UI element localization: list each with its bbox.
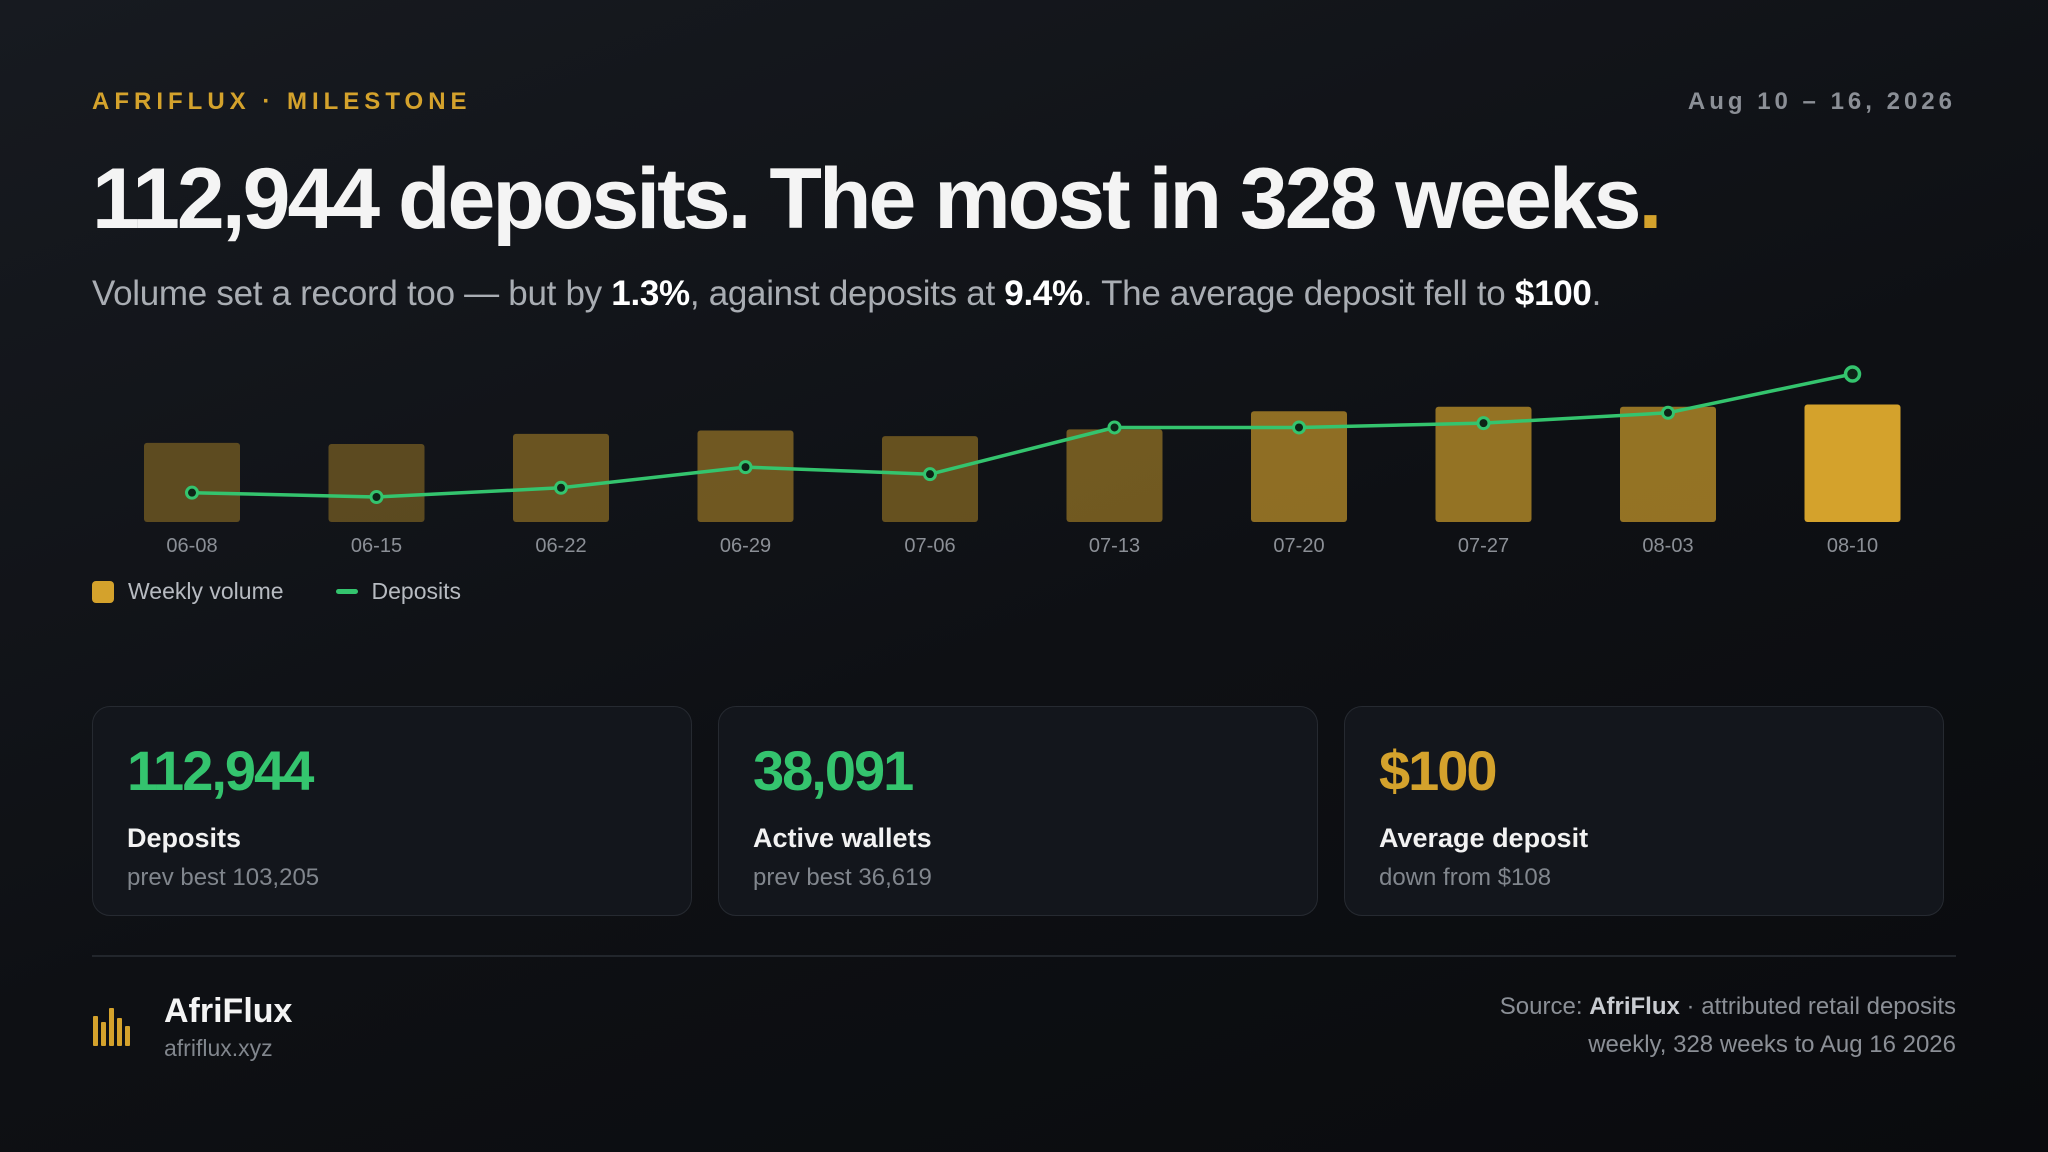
- bar-chart-logo-icon: [93, 1008, 130, 1046]
- x-tick-label: 08-10: [1827, 535, 1878, 557]
- stat-value-deposits: 112,944: [127, 739, 314, 802]
- stat-label-active-wallets: Active wallets: [753, 823, 932, 853]
- deposits-point-07-06: [923, 467, 937, 482]
- deposits-point-06-08: [185, 485, 199, 500]
- bar-07-27: [1435, 406, 1532, 522]
- subline-text-2: , against deposits at: [689, 274, 1005, 313]
- legend-swatch-volume: [92, 580, 114, 603]
- legend-label-deposits: Deposits: [371, 578, 462, 604]
- stat-sub-average-deposit: down from $108: [1379, 864, 1552, 891]
- deposits-line: [190, 372, 1855, 499]
- stat-value-active-wallets: 38,091: [753, 739, 914, 802]
- deposits-point-06-29: [738, 460, 753, 475]
- x-axis-ticks: 06-08 06-15 06-22 06-29 07-06 07-13 07-20 07-27…: [166, 535, 1878, 557]
- brand-name: AfriFlux: [164, 992, 293, 1030]
- x-tick-label: 07-13: [1089, 535, 1140, 557]
- x-tick-label: 06-15: [351, 535, 402, 557]
- subheadline: Volume set a record too — but by 1.3%, a…: [92, 274, 1601, 314]
- average-deposit-value: $100: [1514, 274, 1592, 313]
- deposits-point-07-20: [1292, 420, 1306, 435]
- stat-label-average-deposit: Average deposit: [1379, 823, 1589, 853]
- stat-cards: 112,944 Deposits prev best 103,205 38,09…: [92, 706, 1944, 916]
- bar-06-15: [328, 444, 425, 522]
- source-note: Source: AfriFlux · attributed retail dep…: [1500, 988, 1956, 1064]
- bar-series-volume: [144, 404, 1901, 522]
- volume-growth-value: 1.3%: [611, 274, 690, 313]
- deposits-point-07-27: [1476, 416, 1491, 431]
- brand-text: AfriFlux afriflux.xyz: [164, 992, 292, 1062]
- page: AFRIFLUX · MILESTONE Aug 10 – 16, 2026 1…: [92, 0, 1956, 1152]
- brand-block: AfriFlux afriflux.xyz: [92, 992, 292, 1062]
- footer-divider: [92, 955, 1956, 957]
- source-prefix: Source:: [1499, 993, 1590, 1020]
- subline-text-4: .: [1591, 274, 1602, 313]
- bar-06-29: [697, 430, 794, 522]
- volume-deposits-chart: 06-08 06-15 06-22 06-29 07-06 07-13 07-20 07-27…: [144, 365, 1901, 557]
- x-tick-label: 07-27: [1458, 535, 1509, 557]
- x-tick-label: 06-29: [720, 535, 771, 557]
- headline-dot: .: [1638, 151, 1662, 247]
- bar-06-22: [513, 433, 609, 522]
- subline-text-3: . The average deposit fell to: [1082, 274, 1515, 313]
- date-range: Aug 10 – 16, 2026: [1687, 88, 1956, 115]
- deposits-point-08-03: [1661, 405, 1675, 420]
- source-suffix: · attributed retail deposits: [1679, 993, 1956, 1020]
- stat-card-active-wallets: 38,091 Active wallets prev best 36,619: [718, 706, 1318, 916]
- bar-07-20: [1251, 411, 1347, 522]
- bar-08-10: [1804, 404, 1901, 522]
- deposit-growth-value: 9.4%: [1004, 274, 1083, 313]
- x-tick-label: 07-06: [904, 535, 955, 557]
- eyebrow-label: AFRIFLUX · MILESTONE: [92, 88, 472, 115]
- legend-item-deposits: Deposits: [335, 578, 462, 605]
- bar-06-08: [144, 442, 240, 522]
- legend-label-volume: Weekly volume: [128, 578, 284, 604]
- brand-url: afriflux.xyz: [164, 1035, 273, 1061]
- x-tick-label: 06-22: [535, 535, 586, 557]
- deposits-point-08-10: [1843, 365, 1862, 383]
- bar-08-03: [1620, 406, 1716, 522]
- subline-text-1: Volume set a record too — but by: [92, 274, 612, 313]
- line-series-deposits: [185, 365, 1862, 504]
- x-tick-label: 07-20: [1273, 535, 1324, 557]
- bar-07-13: [1066, 429, 1163, 522]
- deposits-point-06-15: [369, 490, 384, 504]
- headline: 112,944 deposits. The most in 328 weeks.: [92, 150, 1662, 249]
- x-tick-label: 06-08: [166, 535, 217, 557]
- stat-sub-active-wallets: prev best 36,619: [753, 864, 932, 891]
- deposits-point-06-22: [554, 480, 568, 495]
- legend-swatch-deposits: [335, 589, 358, 594]
- x-tick-label: 08-03: [1642, 535, 1693, 557]
- stat-value-average-deposit: $100: [1379, 739, 1498, 802]
- chart-legend: Weekly volume Deposits: [92, 578, 461, 605]
- stat-sub-deposits: prev best 103,205: [127, 864, 320, 891]
- stat-label-deposits: Deposits: [127, 823, 242, 853]
- source-line-1: Source: AfriFlux · attributed retail dep…: [1500, 988, 1956, 1026]
- legend-item-volume: Weekly volume: [92, 578, 284, 605]
- stat-card-average-deposit: $100 Average deposit down from $108: [1344, 706, 1944, 916]
- deposits-point-07-13: [1107, 420, 1122, 435]
- source-line-2: weekly, 328 weeks to Aug 16 2026: [1588, 1031, 1956, 1058]
- stat-card-deposits: 112,944 Deposits prev best 103,205: [92, 706, 692, 916]
- source-name: AfriFlux: [1589, 993, 1680, 1020]
- headline-text: 112,944 deposits. The most in 328 weeks: [92, 151, 1641, 247]
